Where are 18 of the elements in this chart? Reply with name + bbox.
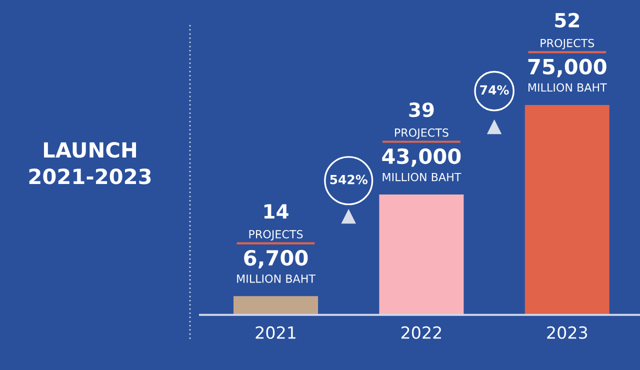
annotation: 542% <box>330 174 368 184</box>
x-tick-label: 2023 <box>547 326 588 339</box>
data-label: 43,000 <box>382 148 461 167</box>
text: MILLION BAHT <box>528 83 607 92</box>
data-label: 6,700 <box>244 250 308 268</box>
data-label: 75,000 <box>528 58 606 78</box>
text: 74% <box>480 85 509 95</box>
text: LAUNCH 2021-2023 <box>29 142 151 184</box>
text: PROJECTS <box>540 38 594 50</box>
annotation: MILLION BAHT <box>237 274 316 283</box>
annotation: PROJECTS <box>395 128 448 139</box>
annotation: 14 <box>264 204 288 218</box>
text: 52 <box>555 12 579 28</box>
annotation: 39 <box>409 102 434 118</box>
x-tick-label: 2021 <box>256 326 296 339</box>
annotation: PROJECTS <box>249 230 303 240</box>
x-tick-label: 2022 <box>401 326 441 339</box>
annotation: MILLION BAHT <box>382 172 462 182</box>
